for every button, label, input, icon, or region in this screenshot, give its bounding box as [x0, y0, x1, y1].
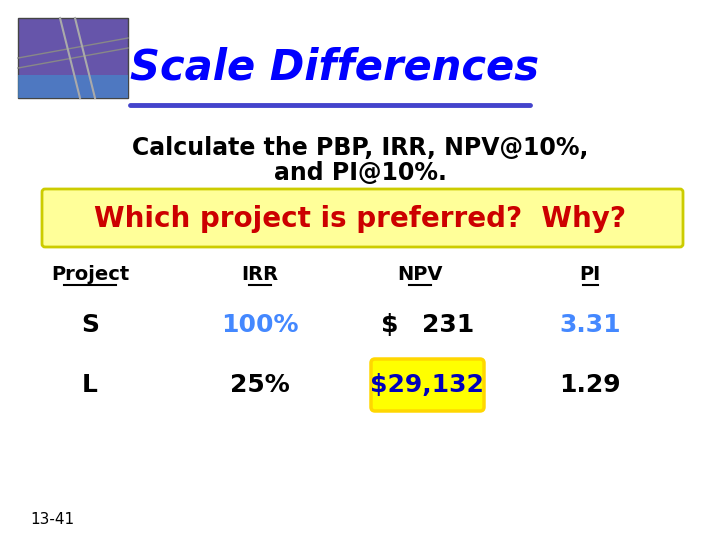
Text: NPV: NPV [397, 266, 443, 285]
Text: 13-41: 13-41 [30, 512, 74, 528]
Text: 25%: 25% [230, 373, 290, 397]
Bar [18, 18, 128, 98]
Text: and PI@10%.: and PI@10%. [274, 161, 446, 185]
FancyBboxPatch shape [371, 359, 484, 411]
Text: Scale Differences: Scale Differences [130, 47, 539, 89]
Text: 1.29: 1.29 [559, 373, 621, 397]
Text: $: $ [382, 313, 399, 337]
Text: L: L [82, 373, 98, 397]
Text: PI: PI [580, 266, 600, 285]
Text: S: S [81, 313, 99, 337]
FancyBboxPatch shape [42, 189, 683, 247]
Bar [18, 75, 128, 98]
Text: IRR: IRR [241, 266, 279, 285]
Text: Calculate the PBP, IRR, NPV@10%,: Calculate the PBP, IRR, NPV@10%, [132, 136, 588, 160]
Text: Which project is preferred?  Why?: Which project is preferred? Why? [94, 205, 626, 233]
Text: $29,132: $29,132 [370, 373, 484, 397]
Text: Project: Project [51, 266, 129, 285]
Text: 231: 231 [422, 313, 474, 337]
Text: 3.31: 3.31 [559, 313, 621, 337]
Text: 100%: 100% [221, 313, 299, 337]
